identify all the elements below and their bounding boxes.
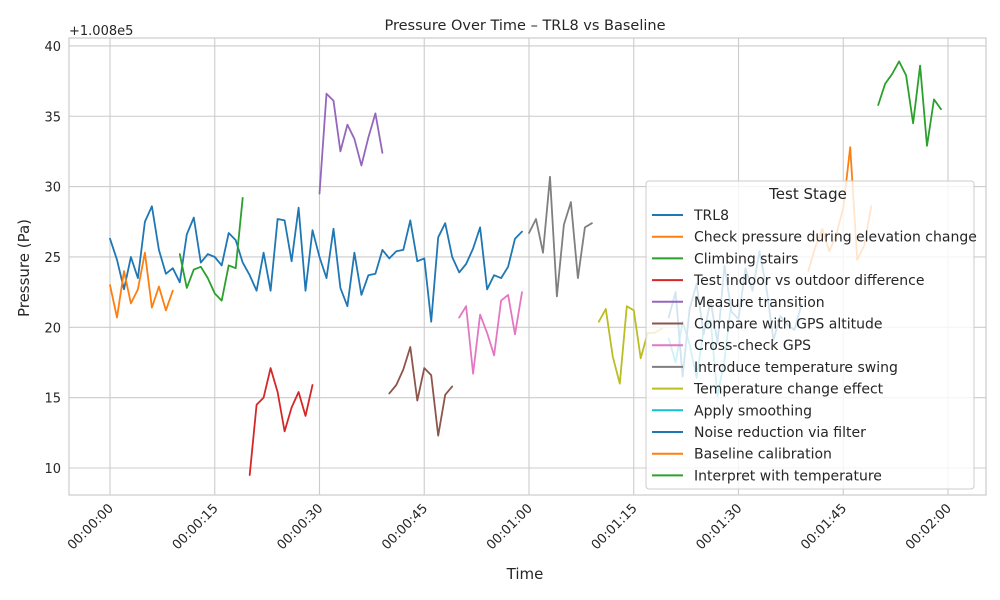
legend-entry: Measure transition [694, 295, 825, 311]
legend-entry: Check pressure during elevation change [694, 230, 977, 246]
y-tick-label: 25 [44, 251, 61, 266]
y-offset-label: +1.008e5 [69, 24, 133, 39]
x-axis-label: Time [506, 565, 544, 583]
legend-items: TRL8 Check pressure during elevation chan… [652, 208, 977, 484]
series-line-1 [109, 205, 523, 323]
y-tick-label: 40 [44, 40, 61, 55]
series-line-5 [318, 92, 384, 195]
legend-entry: Cross-check GPS [694, 338, 811, 354]
legend-entry: TRL8 [693, 208, 729, 224]
plot-frame [68, 37, 987, 496]
series-line-3 [178, 196, 244, 302]
series-line-13 [877, 60, 942, 147]
y-tick-label: 10 [44, 462, 61, 477]
series-line-7 [458, 291, 523, 375]
legend-title: Test Stage [768, 185, 847, 203]
legend-entry: Climbing stairs [694, 251, 798, 267]
legend-entry: Apply smoothing [694, 403, 812, 419]
y-tick-label: 35 [44, 110, 61, 125]
legend-entry: Baseline calibration [694, 447, 832, 463]
legend-entry: Noise reduction via filter [694, 425, 866, 441]
legend-entry: Introduce temperature swing [694, 360, 898, 376]
y-axis-label: Pressure (Pa) [15, 219, 33, 317]
y-tick-label: 30 [44, 181, 61, 196]
legend-entry: Test indoor vs outdoor difference [693, 273, 924, 289]
legend: Test Stage TRL8 Check pressure during ele… [645, 180, 977, 490]
series-line-2 [109, 251, 174, 319]
legend-entry: Interpret with temperature [694, 468, 882, 484]
legend-box [645, 180, 975, 490]
y-tick-label: 20 [44, 321, 61, 336]
chart-title: Pressure Over Time – TRL8 vs Baseline [384, 18, 665, 34]
legend-entry: Compare with GPS altitude [694, 317, 882, 333]
series-line-6 [388, 346, 454, 437]
y-tick-label: 15 [44, 392, 61, 407]
series-line-8 [528, 175, 593, 298]
legend-entry: Temperature change effect [693, 382, 884, 398]
series-line-4 [248, 367, 314, 476]
